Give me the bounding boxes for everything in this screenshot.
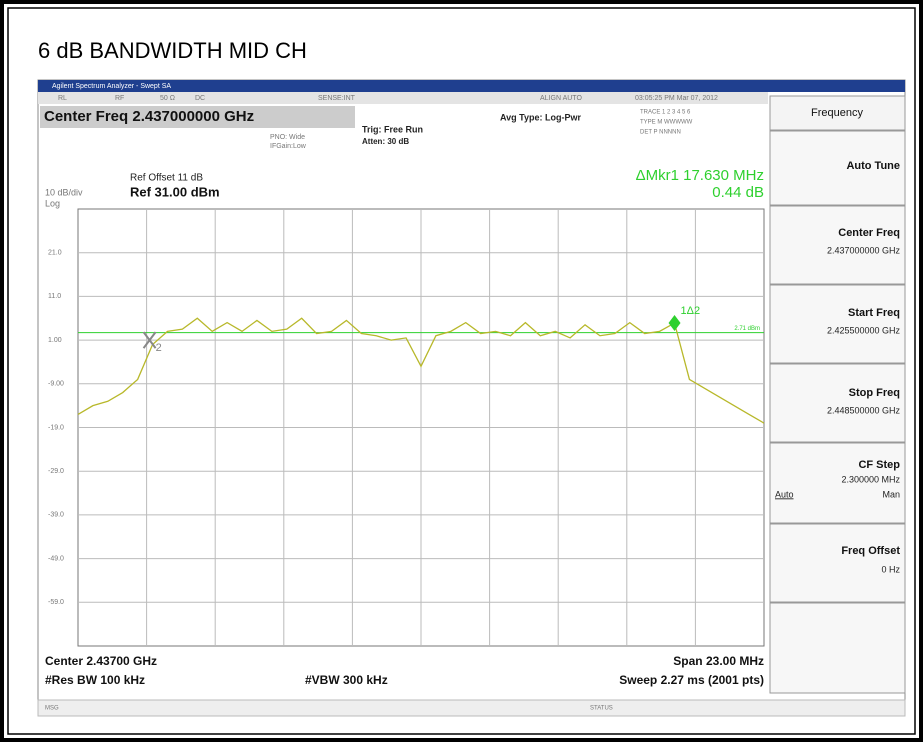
marker-label: 1Δ2 xyxy=(681,305,701,317)
trace-info: DET P NNNNN xyxy=(640,130,681,136)
marker xyxy=(668,315,681,332)
softkey-value: 2.448500000 GHz xyxy=(827,405,901,415)
status-item: RF xyxy=(115,95,124,102)
y-tick-label: -19.0 xyxy=(48,424,64,431)
softkey-label: Stop Freq xyxy=(849,387,900,399)
status-item: RL xyxy=(58,95,67,102)
softkey-value: 2.425500000 GHz xyxy=(827,325,901,335)
status-row xyxy=(38,92,768,104)
y-tick-label: 1.00 xyxy=(48,337,62,344)
softkey-header xyxy=(769,95,906,131)
y-tick-label: 11.0 xyxy=(48,293,61,300)
trig: Trig: Free Run xyxy=(362,124,423,134)
y-tick-label: -59.0 xyxy=(48,599,64,606)
softkey-header-text: Frequency xyxy=(811,107,863,119)
softkey-value: 2.300000 MHz xyxy=(841,474,900,484)
inner-frame xyxy=(7,7,916,735)
softkey[interactable] xyxy=(769,523,906,603)
y-tick-label: -29.0 xyxy=(48,468,64,475)
msg: MSG xyxy=(45,706,59,712)
softkey[interactable] xyxy=(769,205,906,285)
center: Center 2.43700 GHz xyxy=(45,654,157,668)
avg-type: Avg Type: Log-Pwr xyxy=(500,112,581,122)
scale: 10 dB/div xyxy=(45,187,83,197)
app-title: Agilent Spectrum Analyzer - Swept SA xyxy=(52,83,171,90)
center-freq-box xyxy=(40,106,355,128)
softkey-label: Auto Tune xyxy=(846,160,900,172)
softkey-value: 2.437000000 GHz xyxy=(827,245,901,255)
softkey-label: Start Freq xyxy=(848,307,900,319)
softkey[interactable] xyxy=(769,442,906,524)
sweep: Sweep 2.27 ms (2001 pts) xyxy=(619,673,764,687)
title-bar xyxy=(38,80,905,92)
display-line-label: 2.71 dBm xyxy=(734,326,760,332)
status: STATUS xyxy=(590,706,613,712)
y-tick-label: -9.00 xyxy=(48,381,64,388)
marker-readout: ΔMkr1 17.630 MHz xyxy=(636,167,764,184)
page-title: 6 dB BANDWIDTH MID CH xyxy=(38,38,307,63)
marker xyxy=(142,331,157,349)
trace-info: TRACE 1 2 3 4 5 6 xyxy=(640,110,691,116)
plot: 21.0 11.0 1.00 -9.00 -19.0 -29.0 -39.0 -49.0 -59… xyxy=(48,208,765,647)
atten: Atten: 30 dB xyxy=(362,137,409,146)
span: Span 23.00 MHz xyxy=(673,654,764,668)
y-tick-label: -39.0 xyxy=(48,512,64,519)
status-item: SENSE:INT xyxy=(318,95,356,102)
marker-delta: 0.44 dB xyxy=(712,184,764,201)
softkey-blank xyxy=(769,602,906,694)
pno: PNO: Wide xyxy=(270,134,305,141)
softkey-option: Auto xyxy=(775,489,794,499)
status-item: 50 Ω xyxy=(160,95,175,102)
softkey-label: CF Step xyxy=(858,459,900,471)
softkey-label: Center Freq xyxy=(838,227,900,239)
softkey[interactable] xyxy=(769,130,906,206)
softkey[interactable] xyxy=(769,363,906,443)
softkey-panel: Frequency Auto Tune Center Freq 2.437000… xyxy=(769,95,906,694)
softkey-option: Man xyxy=(882,489,900,499)
vbw: #VBW 300 kHz xyxy=(305,673,388,687)
y-tick-label: 21.0 xyxy=(48,250,62,257)
softkey[interactable] xyxy=(769,284,906,364)
marker-label: 2 xyxy=(156,342,162,354)
res-bw: #Res BW 100 kHz xyxy=(45,673,145,687)
y-tick-label: -49.0 xyxy=(48,555,64,562)
trace-info: TYPE M WWWWW xyxy=(640,120,693,126)
ref-offset: Ref Offset 11 dB xyxy=(130,173,203,184)
center-freq: Center Freq 2.437000000 GHz xyxy=(44,108,254,125)
ref-level: Ref 31.00 dBm xyxy=(130,184,220,199)
if-gain: IFGain:Low xyxy=(270,143,307,150)
status-item: ALIGN AUTO xyxy=(540,95,582,102)
trace xyxy=(77,317,765,424)
status-item: 03:05:25 PM Mar 07, 2012 xyxy=(635,95,718,102)
message-bar xyxy=(37,699,906,717)
softkey-label: Freq Offset xyxy=(841,545,900,557)
status-item: DC xyxy=(195,95,205,102)
scale-type: Log xyxy=(45,198,60,208)
softkey-value: 0 Hz xyxy=(881,564,900,574)
